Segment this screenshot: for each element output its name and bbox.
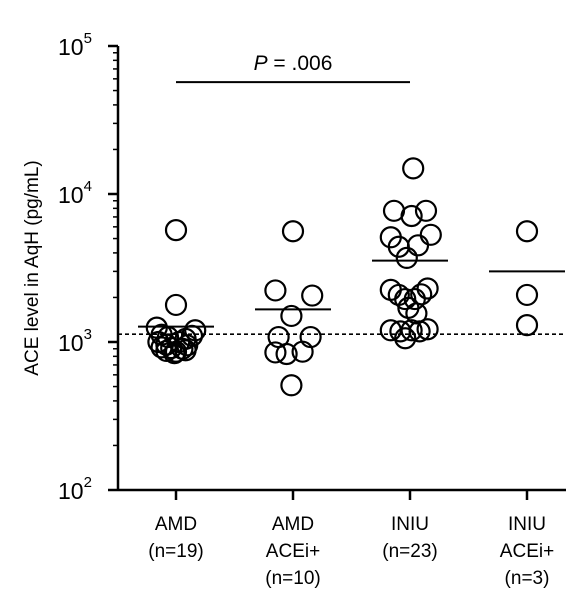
category-label-line: (n=3) — [505, 568, 550, 589]
data-point — [515, 314, 539, 337]
x-ticks: AMD (n=19) AMD ACEi+ (n=10) INIU (n=23) INIU ACE… — [148, 490, 554, 589]
axes — [116, 46, 566, 492]
data-point — [301, 284, 324, 307]
data-point — [515, 283, 539, 307]
y-tick-base: 10 — [58, 34, 84, 60]
data-point — [405, 302, 428, 325]
data-points — [145, 157, 539, 397]
y-tick-label: 104 — [58, 178, 92, 208]
category-label-line: (n=10) — [265, 568, 320, 589]
y-tick-label: 102 — [58, 474, 92, 504]
y-tick-base: 10 — [58, 478, 84, 504]
y-tick-label: 103 — [58, 326, 92, 356]
data-point — [164, 340, 188, 363]
data-point — [408, 320, 431, 343]
data-point — [400, 319, 423, 342]
data-point — [163, 342, 186, 365]
data-point — [264, 341, 287, 364]
data-point — [416, 277, 439, 300]
category-label-line: INIU — [391, 514, 429, 535]
category-label-line: (n=19) — [148, 541, 203, 562]
y-tick-exponent: 3 — [84, 326, 92, 343]
y-tick-base: 10 — [58, 330, 84, 356]
data-point — [280, 374, 303, 397]
data-point — [416, 318, 439, 341]
data-point — [394, 287, 417, 311]
data-point — [160, 336, 183, 360]
data-point — [275, 342, 298, 366]
data-point — [291, 340, 314, 363]
y-tick-exponent: 2 — [84, 474, 92, 491]
y-axis-title: ACE level in AqH (pg/mL) — [22, 160, 43, 375]
category-label-line: ACEi+ — [266, 541, 320, 562]
data-point — [402, 157, 425, 180]
data-point — [515, 220, 539, 243]
category-label-line: ACEi+ — [500, 541, 554, 562]
mean-lines — [138, 259, 565, 328]
category-label-line: AMD — [272, 514, 314, 535]
annotations: P = .006 — [176, 52, 410, 84]
data-point — [400, 204, 423, 228]
data-point — [414, 199, 438, 222]
y-tick-exponent: 4 — [84, 178, 92, 195]
category-label-line: INIU — [508, 514, 546, 535]
y-tick-base: 10 — [58, 182, 84, 208]
data-point — [281, 220, 305, 243]
data-point — [164, 293, 188, 317]
category-label-line: AMD — [155, 514, 197, 535]
y-tick-exponent: 5 — [84, 30, 92, 47]
p-value-label: P = .006 — [254, 52, 333, 75]
data-point — [174, 339, 197, 362]
data-point — [164, 219, 188, 242]
data-point — [394, 327, 417, 350]
category-label-line: (n=23) — [382, 541, 437, 562]
data-point — [419, 223, 442, 246]
p-value: = .006 — [268, 52, 333, 75]
data-point — [264, 279, 287, 302]
data-point — [280, 304, 303, 328]
p-symbol: P — [254, 52, 268, 75]
data-point — [406, 234, 430, 257]
data-point — [395, 246, 418, 270]
y-tick-label: 105 — [58, 30, 92, 60]
